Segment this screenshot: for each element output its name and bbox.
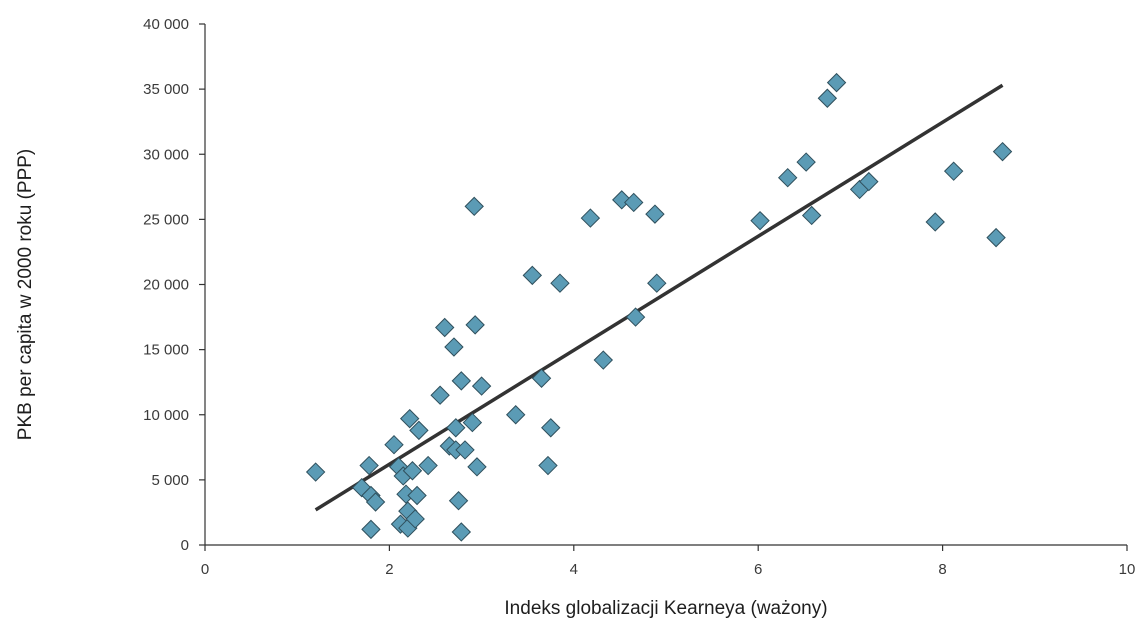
data-point-diamond — [448, 491, 469, 511]
data-point-diamond — [624, 192, 644, 213]
data-point-diamond — [464, 196, 484, 217]
y-tick-label: 20 000 — [143, 277, 189, 294]
data-point-diamond — [451, 371, 472, 391]
data-point-diamond — [407, 485, 427, 506]
data-point-diamond — [409, 420, 429, 441]
data-point-diamond — [522, 265, 543, 286]
data-point-diamond — [777, 167, 798, 188]
ticks: 0 5 000 10 000 15 000 20 000 25 000 30 000 35 0… — [143, 16, 1135, 578]
y-tick-label: 40 000 — [143, 16, 189, 33]
x-tick-label: 0 — [201, 561, 209, 578]
data-point-diamond — [399, 408, 420, 429]
axes — [204, 24, 1127, 546]
trend-line — [314, 83, 1004, 512]
data-point-diamond — [817, 88, 838, 108]
data-point-diamond — [506, 405, 526, 425]
data-point-diamond — [645, 204, 665, 224]
x-tick-label: 8 — [938, 561, 946, 578]
y-tick-label: 15 000 — [143, 342, 189, 359]
data-point-diamond — [625, 307, 646, 327]
x-tick-label: 6 — [754, 561, 762, 578]
data-point-diamond — [796, 152, 816, 172]
y-tick-label: 35 000 — [143, 81, 189, 98]
data-point-diamond — [465, 315, 485, 335]
data-point-diamond — [446, 418, 466, 438]
data-point-diamond — [550, 273, 570, 293]
data-point-diamond — [435, 317, 455, 338]
data-points-layer — [305, 72, 1013, 542]
y-tick-label: 25 000 — [143, 211, 189, 228]
data-point-diamond — [430, 385, 450, 405]
data-point-diamond — [801, 205, 822, 226]
data-point-diamond — [462, 412, 483, 433]
data-point-diamond — [943, 161, 964, 181]
data-point-diamond — [455, 440, 475, 460]
data-point-diamond — [750, 210, 770, 231]
data-point-diamond — [305, 462, 326, 482]
y-axis-title: PKB per capita w 2000 roku (PPP) — [15, 149, 36, 440]
x-tick-label: 10 — [1119, 561, 1136, 578]
data-point-diamond — [402, 461, 423, 481]
data-point-diamond — [531, 368, 552, 388]
data-point-diamond — [992, 141, 1013, 162]
data-point-diamond — [538, 455, 558, 476]
data-point-diamond — [365, 492, 386, 512]
data-point-diamond — [826, 72, 847, 93]
x-axis-title: Indeks globalizacji Kearneya (ważony) — [504, 598, 827, 619]
data-point-diamond — [405, 509, 425, 529]
data-point-diamond — [451, 522, 472, 542]
data-point-diamond — [359, 455, 379, 476]
data-point-diamond — [925, 212, 945, 232]
data-point-diamond — [444, 337, 464, 357]
data-point-diamond — [467, 457, 487, 477]
data-point-diamond — [647, 273, 667, 293]
y-tick-label: 30 000 — [143, 146, 189, 163]
data-point-diamond — [384, 435, 404, 455]
y-tick-label: 10 000 — [143, 407, 189, 424]
trend-line-layer — [314, 83, 1004, 512]
y-tick-label: 5 000 — [151, 472, 189, 489]
data-point-diamond — [986, 227, 1006, 248]
data-point-diamond — [580, 208, 601, 228]
data-point-diamond — [361, 519, 381, 540]
data-point-diamond — [541, 418, 561, 438]
data-point-diamond — [593, 350, 614, 370]
data-point-diamond — [418, 455, 438, 476]
x-tick-label: 4 — [570, 561, 578, 578]
data-point-diamond — [859, 171, 879, 192]
data-point-diamond — [471, 376, 492, 396]
x-tick-label: 2 — [385, 561, 393, 578]
y-tick-label: 0 — [181, 537, 189, 554]
